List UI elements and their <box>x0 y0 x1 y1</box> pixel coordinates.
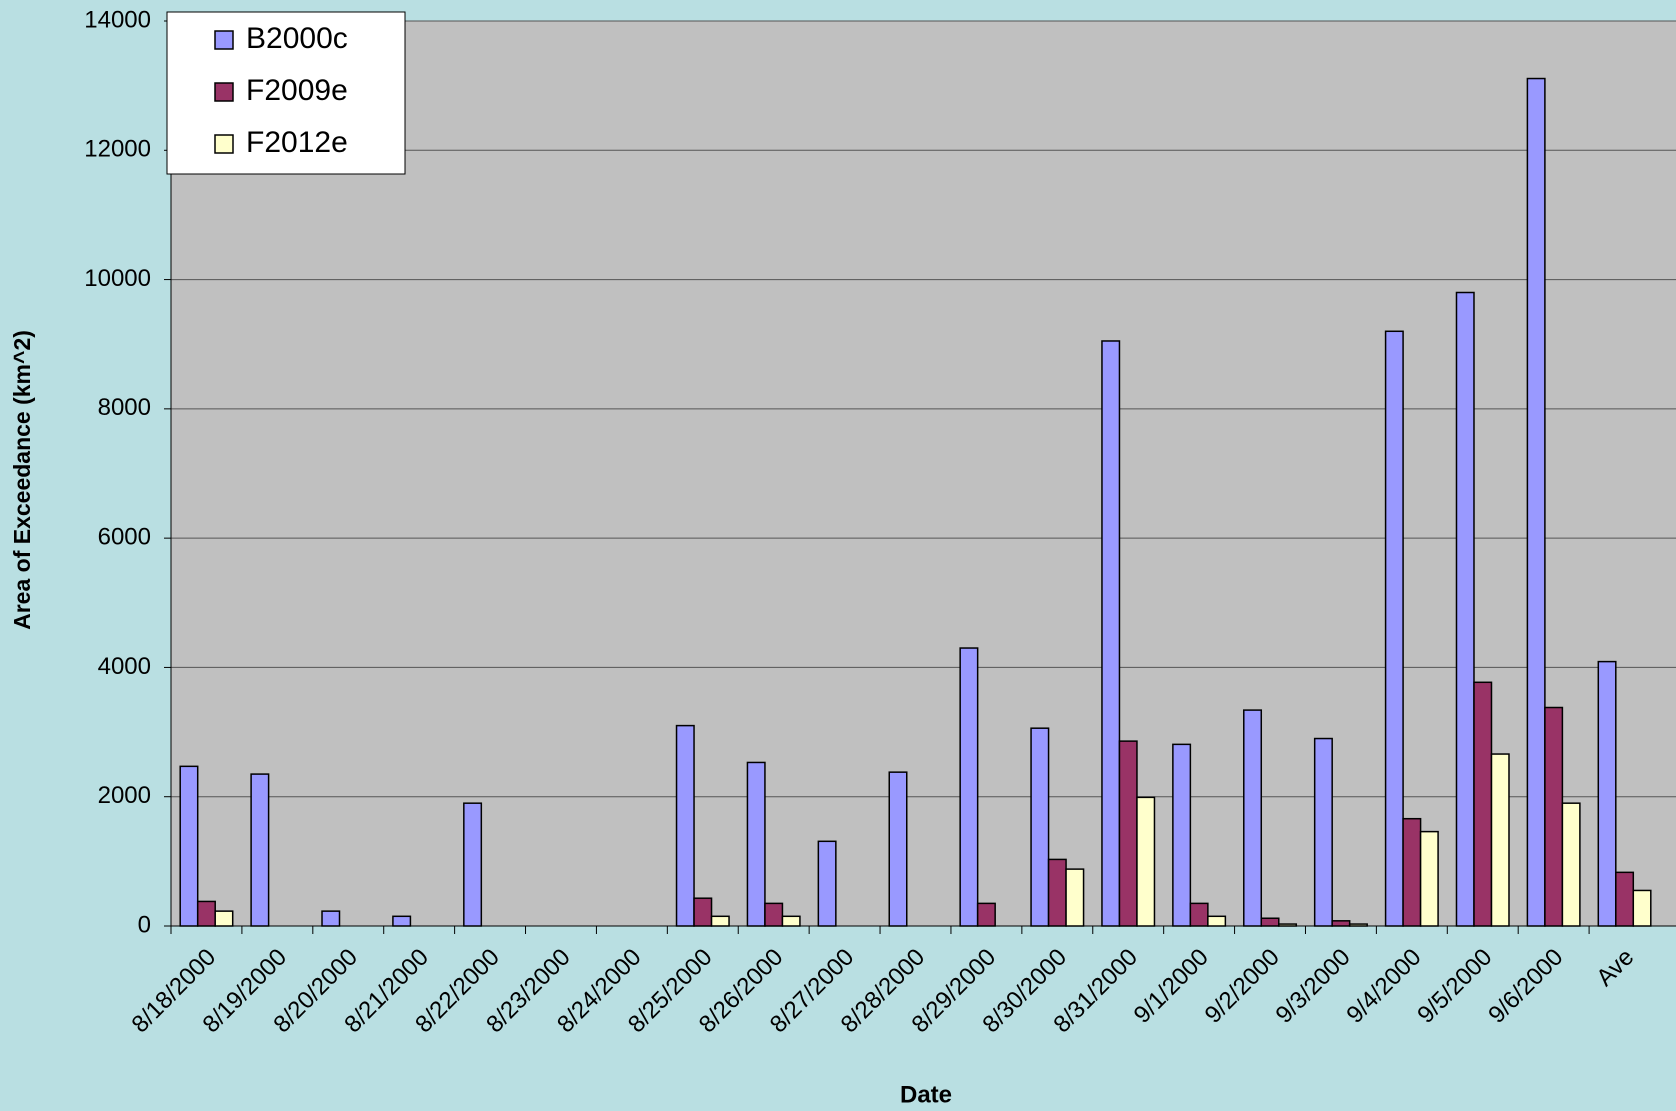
plot-area <box>171 21 1676 926</box>
bar <box>1490 753 1510 927</box>
bar <box>1544 706 1564 927</box>
bar <box>710 915 730 927</box>
x-tick-label: 9/4/2000 <box>1341 944 1426 1029</box>
bar <box>1597 660 1617 927</box>
legend-label: F2012e <box>246 126 348 159</box>
y-tick-label: 0 <box>138 911 151 938</box>
x-tick-label: 9/1/2000 <box>1129 944 1214 1029</box>
bar <box>781 915 801 927</box>
bar <box>392 915 412 927</box>
bar <box>463 802 483 927</box>
bar <box>1207 915 1227 927</box>
bar <box>1047 858 1067 927</box>
bar <box>675 724 695 927</box>
bar <box>196 900 216 927</box>
bar <box>1101 340 1121 927</box>
bar <box>1615 871 1635 927</box>
bar <box>321 910 341 927</box>
bar <box>693 897 713 927</box>
bar <box>1260 917 1280 927</box>
bar <box>1189 902 1209 927</box>
x-tick-label: 9/6/2000 <box>1483 944 1568 1029</box>
legend-swatch <box>214 30 234 50</box>
y-tick-label: 8000 <box>98 394 151 421</box>
legend-label: F2009e <box>246 74 348 107</box>
bar <box>1473 681 1493 927</box>
y-tick-label: 12000 <box>84 136 151 163</box>
bar <box>1278 923 1298 927</box>
y-tick-label: 14000 <box>84 6 151 33</box>
bar <box>976 902 996 927</box>
bar <box>1313 737 1333 927</box>
legend-swatch <box>214 134 234 154</box>
bar <box>1348 923 1368 927</box>
bar <box>1331 920 1351 927</box>
bar <box>1030 727 1050 927</box>
bar <box>1065 868 1085 927</box>
bar <box>179 765 199 927</box>
y-tick-label: 10000 <box>84 265 151 292</box>
bar <box>214 910 234 927</box>
bar <box>250 773 270 927</box>
bar <box>1419 830 1439 927</box>
x-axis-title: Date <box>900 1081 952 1108</box>
bar <box>1136 796 1156 927</box>
legend-box <box>166 11 406 175</box>
bar <box>764 902 784 927</box>
y-tick-label: 2000 <box>98 782 151 809</box>
y-axis-title: Area of Exceedance (km^2) <box>9 330 35 630</box>
bar <box>1243 709 1263 927</box>
y-tick-label: 4000 <box>98 653 151 680</box>
bar <box>959 647 979 927</box>
x-tick-label: Ave <box>1591 944 1639 992</box>
x-tick-label: 9/5/2000 <box>1412 944 1497 1029</box>
legend: B2000c F2009e F2012e <box>166 11 406 175</box>
y-tick-label: 6000 <box>98 523 151 550</box>
legend-label: B2000c <box>246 22 348 55</box>
legend-swatch <box>214 82 234 102</box>
bar <box>1172 743 1192 927</box>
bar <box>1455 291 1475 927</box>
bar <box>888 771 908 927</box>
bar <box>1384 330 1404 927</box>
bar <box>1561 802 1581 927</box>
bar <box>817 840 837 927</box>
bar <box>1632 889 1652 927</box>
x-tick-label: 9/2/2000 <box>1200 944 1285 1029</box>
bar <box>746 761 766 927</box>
bar <box>1526 77 1546 927</box>
bar <box>1118 740 1138 927</box>
x-tick-label: 9/3/2000 <box>1271 944 1356 1029</box>
bar <box>1402 817 1422 927</box>
